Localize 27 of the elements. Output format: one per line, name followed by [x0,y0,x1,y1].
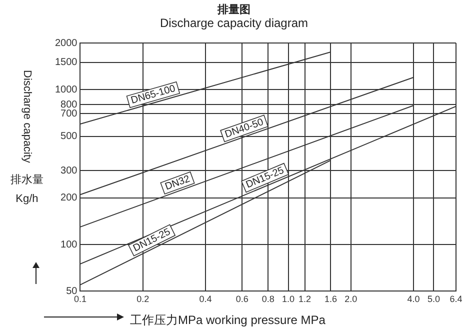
y-tick-label: 50 [66,286,78,297]
x-tick-label: 0.2 [136,294,150,304]
x-tick-label: 0.4 [199,294,212,304]
x-tick-label: 1.2 [298,294,312,304]
x-axis-title: 工作压力MPa working pressure MPa [130,312,326,329]
y-tick-label: 1500 [54,57,78,68]
chart-title: 排量图 [216,2,252,17]
x-tick-label: 6.4 [450,294,462,304]
x-tick-label: 0.1 [74,294,87,304]
text: DN32 [164,174,192,193]
chart-subtitle: Discharge capacity diagram [158,16,310,30]
y-tick-label: 800 [60,99,78,110]
y-tick-label: 1000 [54,84,78,96]
x-tick-label: 1.6 [324,294,338,304]
x-tick-label: 1.0 [282,294,295,304]
x-tick-label: 0.6 [236,294,248,304]
y-tick-label: 100 [60,239,78,250]
y-tick-label: 700 [60,108,78,120]
y-tick-label: 500 [60,131,78,142]
y-tick-label: 300 [60,165,78,176]
y-tick-label: 2000 [54,38,78,49]
x-tick-label: 4.0 [407,294,420,304]
x-tick-label: 2.0 [344,294,358,304]
x-tick-label: 5.0 [427,294,440,304]
y-axis-title: Discharge capacity 排水量 Kg/h [10,70,44,205]
x-tick-label: 0.8 [262,294,274,304]
y-tick-label: 200 [60,192,78,204]
